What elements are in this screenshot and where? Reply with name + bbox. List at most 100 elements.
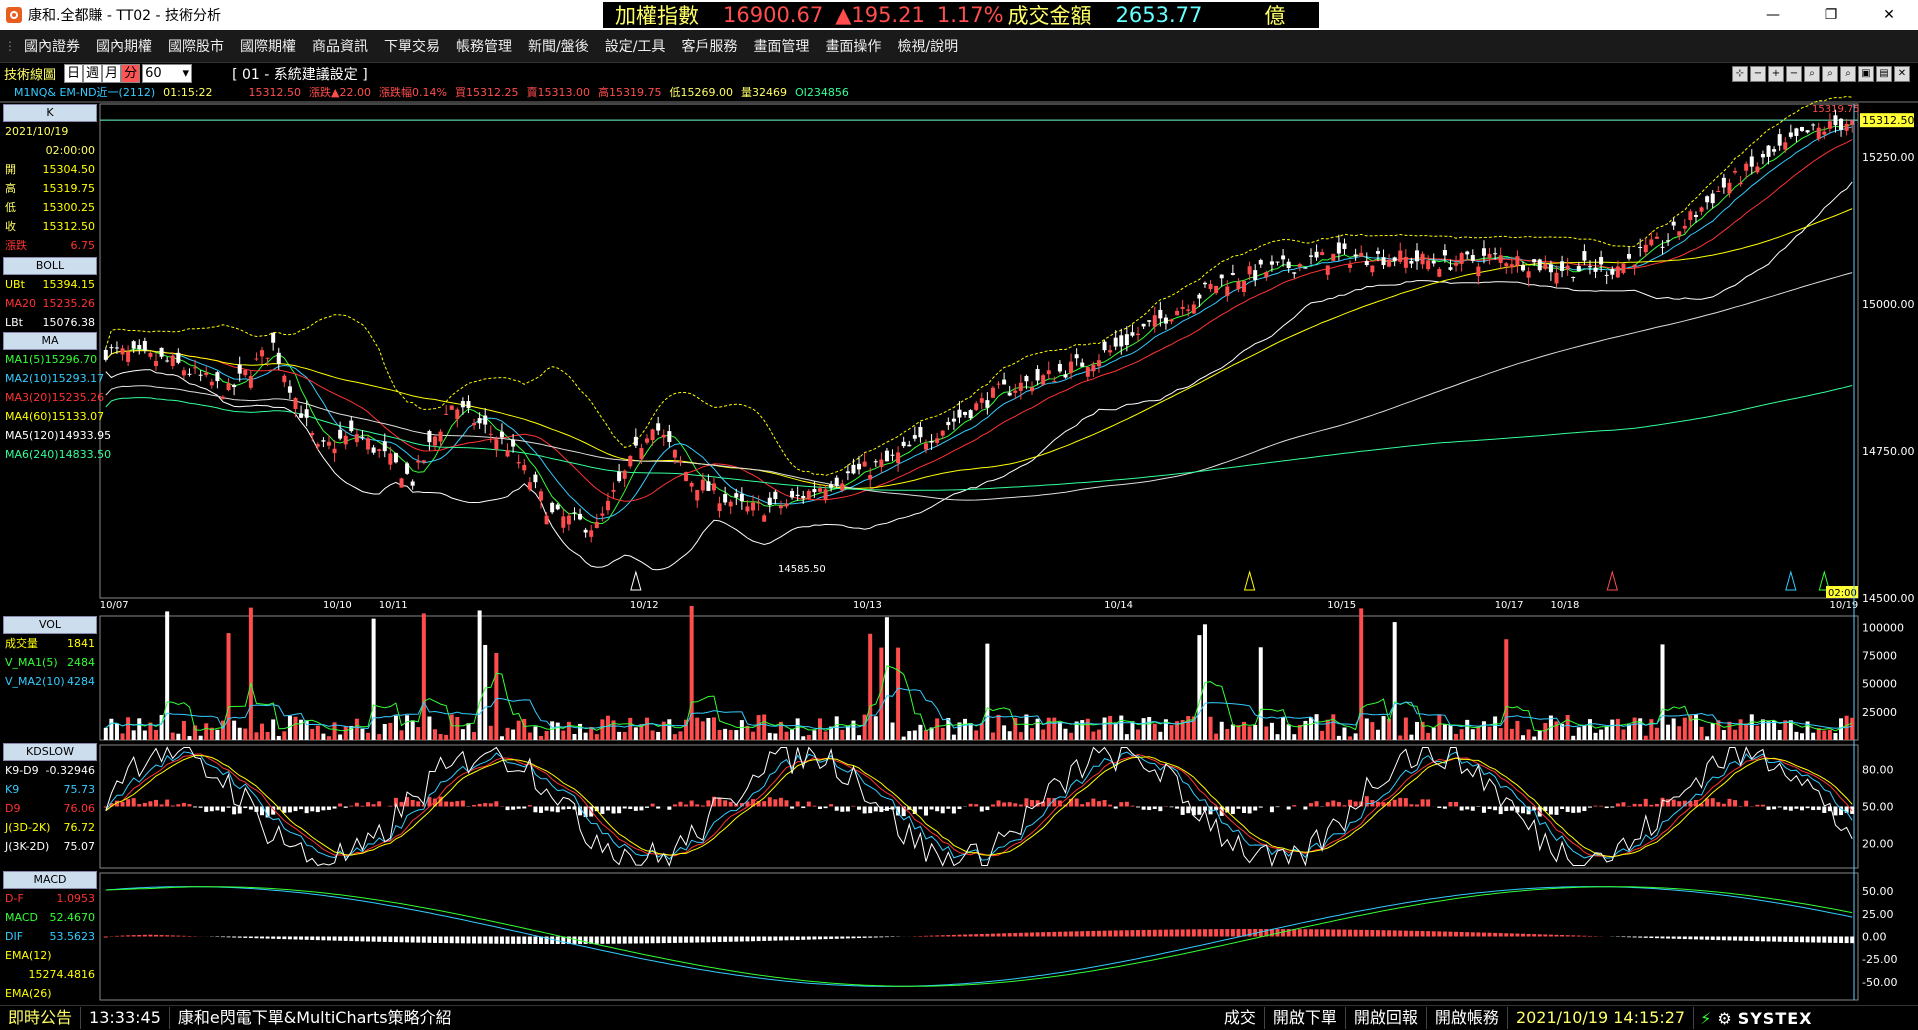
- volume-bar: [1672, 718, 1676, 740]
- volume-bar: [506, 728, 510, 740]
- candle-body: [1560, 261, 1564, 271]
- fills-button[interactable]: 成交: [1216, 1007, 1265, 1029]
- kd-diff-bar: [1409, 804, 1413, 806]
- volume-bar: [623, 732, 627, 740]
- candle-body: [1577, 266, 1581, 271]
- macd-histogram-bar: [706, 937, 710, 943]
- candle-body: [1231, 273, 1235, 275]
- vol-tick: 25000: [1862, 706, 1897, 719]
- volume-bar: [1711, 723, 1715, 740]
- settings-icon[interactable]: ⚙: [1717, 1009, 1731, 1028]
- candle-body: [522, 465, 526, 470]
- macd-histogram-bar: [271, 937, 275, 939]
- volume-bar: [634, 727, 638, 740]
- candle-body: [1733, 171, 1737, 173]
- panel-header-ma: MA: [3, 332, 97, 350]
- candle-body: [1811, 125, 1815, 126]
- macd-histogram-bar: [651, 937, 655, 944]
- open-report-button[interactable]: 開啟回報: [1346, 1007, 1427, 1029]
- kd-diff-bar: [1342, 805, 1346, 806]
- candle-body: [282, 376, 286, 383]
- kd-diff-bar: [372, 804, 376, 806]
- side-date: 2021/10/19: [3, 122, 97, 141]
- macd-histogram-bar: [684, 937, 688, 943]
- kd-diff-bar: [1019, 804, 1023, 806]
- macd-histogram-bar: [645, 937, 649, 944]
- kd-diff-bar: [1482, 807, 1486, 813]
- candle-body: [439, 432, 443, 442]
- kd-diff-bar: [1744, 801, 1748, 807]
- volume-bar: [271, 719, 275, 740]
- kd-diff-bar: [567, 807, 571, 809]
- candle-body: [997, 384, 1001, 385]
- macd-histogram-bar: [1566, 935, 1570, 936]
- kd-diff-bar: [857, 807, 861, 810]
- notice-label[interactable]: 即時公告: [0, 1007, 81, 1029]
- candle-body: [1476, 267, 1480, 276]
- kd-diff-bar: [785, 800, 789, 806]
- candle-body: [1315, 252, 1319, 258]
- macd-histogram-bar: [1024, 933, 1028, 937]
- signal-icon: ⚡: [1700, 1009, 1711, 1028]
- kd-diff-bar: [1197, 807, 1201, 815]
- volume-bar: [215, 730, 219, 740]
- panel-frame: [100, 104, 1858, 598]
- volume-bar: [1209, 717, 1213, 740]
- macd-tick: 50.00: [1862, 885, 1894, 898]
- kd-diff-bar: [511, 807, 515, 810]
- candle-body: [494, 439, 498, 449]
- volume-bar: [1008, 731, 1012, 740]
- volume-bar: [796, 718, 800, 740]
- kd-diff-bar: [1610, 807, 1614, 808]
- signal-triangle: [1607, 572, 1617, 590]
- volume-bar: [243, 729, 247, 740]
- candle-body: [628, 456, 632, 466]
- price-tick: 15250.00: [1862, 151, 1915, 164]
- ma-value: 15133.07: [52, 407, 105, 426]
- candle-body: [204, 373, 208, 375]
- candle-body: [243, 370, 247, 375]
- kd-diff-bar: [1270, 807, 1274, 813]
- candle-body: [1833, 115, 1837, 125]
- macd-histogram-bar: [1114, 930, 1118, 936]
- macd-histogram-bar: [785, 937, 789, 941]
- side-time: 02:00:00: [3, 141, 97, 160]
- open-order-button[interactable]: 開啟下單: [1265, 1007, 1346, 1029]
- macd-histogram-bar: [718, 937, 722, 943]
- volume-bar: [1521, 735, 1525, 740]
- volume-bar: [344, 726, 348, 740]
- macd-histogram-bar: [1354, 930, 1358, 937]
- kd-diff-bar: [165, 800, 169, 807]
- macd-histogram-bar: [612, 937, 616, 944]
- kd-diff-bar: [366, 802, 370, 806]
- kd-diff-bar: [651, 804, 655, 807]
- volume-bar: [980, 723, 984, 740]
- candle-body: [1448, 267, 1452, 270]
- kd-diff-bar: [1236, 807, 1240, 809]
- volume-bar: [1370, 722, 1374, 740]
- boll-label: UBt: [5, 275, 25, 294]
- candle-body: [210, 382, 214, 386]
- technical-chart[interactable]: 15250.0015000.0014750.0014500.0015312.50…: [0, 0, 1918, 1005]
- candle-body: [1621, 264, 1625, 273]
- kd-diff-bar: [1789, 807, 1793, 811]
- open-account-button[interactable]: 開啟帳務: [1427, 1007, 1508, 1029]
- macd-histogram-bar: [1655, 937, 1659, 939]
- kd-diff-bar: [1393, 800, 1397, 807]
- notice-message[interactable]: 康和e閃電下單&MultiCharts策略介紹: [170, 1007, 1216, 1029]
- macd-histogram-bar: [662, 937, 666, 944]
- candle-body: [1554, 273, 1558, 284]
- volume-bar: [293, 717, 297, 740]
- candle-body: [902, 442, 906, 446]
- macd-histogram-bar: [1041, 932, 1045, 936]
- date-tick: 10/15: [1327, 600, 1356, 611]
- kd-diff-bar: [148, 801, 152, 806]
- price-tick: 14500.00: [1862, 592, 1915, 605]
- candle-body: [1091, 365, 1095, 372]
- candle-body: [506, 450, 510, 456]
- macd-histogram-bar: [338, 937, 342, 941]
- macd-histogram-bar: [1259, 929, 1263, 936]
